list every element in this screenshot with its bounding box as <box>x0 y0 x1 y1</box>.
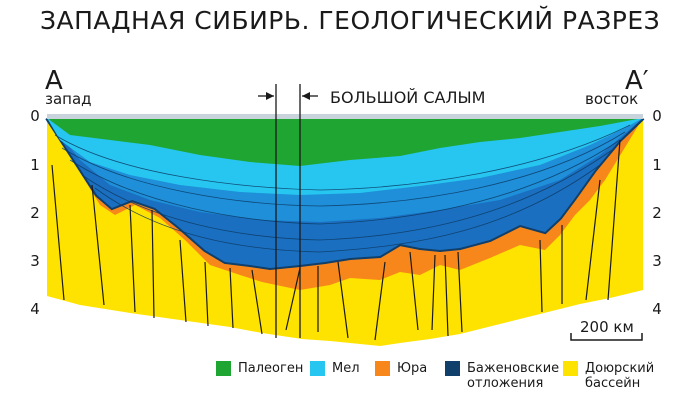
surface-band <box>47 114 643 119</box>
salym-markers <box>275 84 301 338</box>
section-start-letter: A <box>45 66 63 96</box>
depth-right-3: 3 <box>652 252 662 270</box>
depth-left-1: 1 <box>30 156 40 174</box>
legend-bazhenov: Баженовские отложения <box>445 361 559 391</box>
legend-swatch <box>563 361 578 376</box>
depth-left-0: 0 <box>30 107 40 125</box>
legend-swatch <box>310 361 325 376</box>
paleogene-layer <box>47 118 643 166</box>
depth-right-0: 0 <box>652 107 662 125</box>
east-direction-label: восток <box>585 90 639 108</box>
faults <box>51 139 621 341</box>
legend-swatch <box>375 361 390 376</box>
depth-right-4: 4 <box>652 300 662 318</box>
legend-label: Доюрский бассейн <box>585 361 655 391</box>
west-direction-label: запад <box>45 90 92 108</box>
legend-cretaceous: Мел <box>310 361 360 376</box>
legend-swatch <box>216 361 231 376</box>
legend-label: Палеоген <box>238 361 304 376</box>
depth-right-1: 1 <box>652 156 662 174</box>
legend-label: Мел <box>332 361 360 376</box>
depth-left-4: 4 <box>30 300 40 318</box>
depth-right-2: 2 <box>652 204 662 222</box>
legend-label: Баженовские отложения <box>467 361 560 391</box>
legend-pre-jurassic: Доюрский бассейн <box>563 361 655 391</box>
page-title: ЗАПАДНАЯ СИБИРЬ. ГЕОЛОГИЧЕСКИЙ РАЗРЕЗ <box>40 6 661 35</box>
depth-left-2: 2 <box>30 204 40 222</box>
section-end-letter: A′ <box>625 66 649 96</box>
legend-label: Юра <box>397 361 428 376</box>
salym-arrows <box>258 92 318 100</box>
legend-jurassic: Юра <box>375 361 427 376</box>
legend-swatch <box>445 361 460 376</box>
feature-label: БОЛЬШОЙ САЛЫМ <box>330 88 486 107</box>
depth-left-3: 3 <box>30 252 40 270</box>
scale-bar <box>570 333 643 341</box>
legend-paleogene: Палеоген <box>216 361 303 376</box>
scale-bar-label: 200 км <box>580 318 634 336</box>
stratigraphic-lines <box>54 124 631 253</box>
